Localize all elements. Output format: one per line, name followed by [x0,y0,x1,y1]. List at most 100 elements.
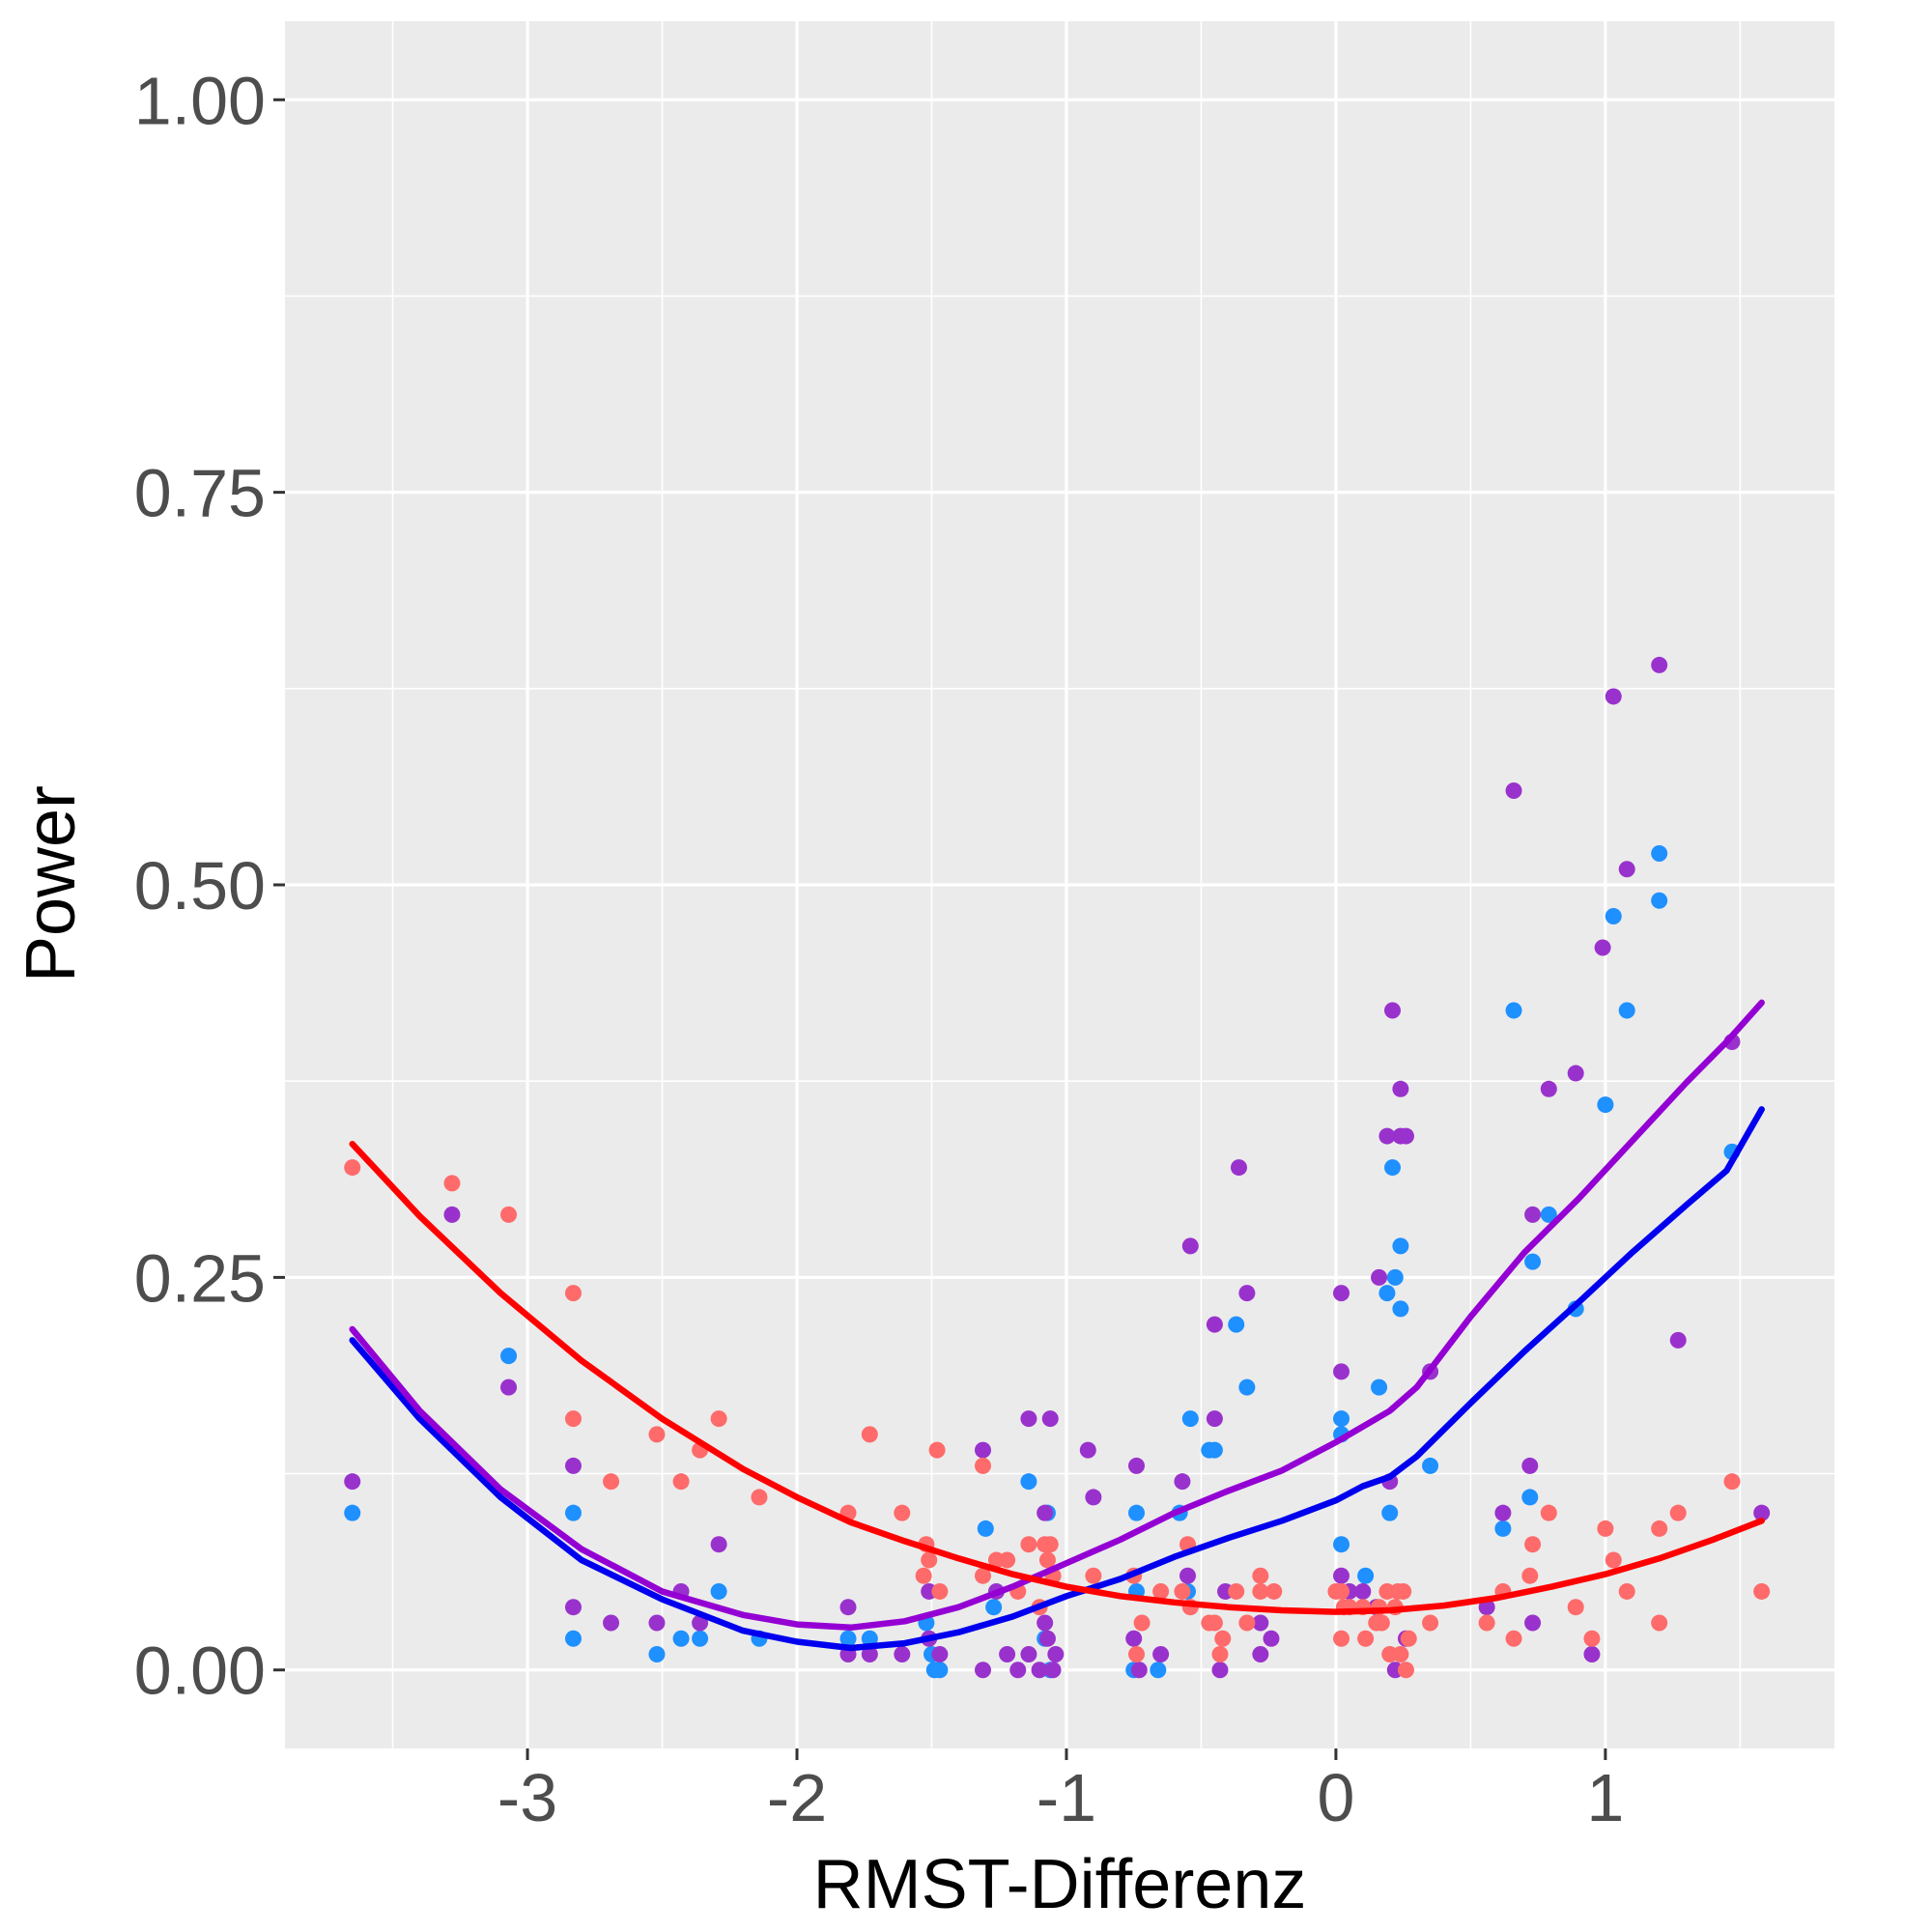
data-point-series-3 [1422,1614,1439,1632]
data-point-series-2 [1130,1662,1148,1679]
data-point-series-3 [710,1410,727,1428]
data-point-series-2 [1384,1002,1402,1019]
data-point-series-3 [1753,1582,1771,1600]
data-point-series-2 [1079,1441,1096,1459]
data-point-series-2 [1181,1237,1199,1255]
data-point-series-3 [1400,1630,1417,1647]
points-layer [344,656,1771,1679]
data-point-series-2 [1206,1316,1223,1333]
data-point-series-2 [861,1645,878,1662]
data-point-series-1 [1386,1268,1404,1286]
data-point-series-2 [1378,1127,1396,1145]
data-point-series-1 [861,1630,878,1647]
data-point-series-3 [1505,1630,1522,1647]
data-point-series-3 [1085,1567,1102,1584]
data-point-series-2 [1505,781,1522,799]
data-point-series-2 [1252,1614,1269,1632]
data-point-series-1 [1494,1520,1512,1537]
data-point-series-2 [1020,1410,1037,1428]
data-point-series-3 [1333,1630,1350,1647]
data-point-series-1 [1505,1002,1522,1019]
data-point-series-2 [1494,1504,1512,1521]
data-point-series-3 [974,1567,991,1584]
data-point-series-3 [1252,1582,1269,1600]
data-point-series-2 [1020,1645,1037,1662]
data-point-series-1 [1597,1096,1614,1114]
data-point-series-1 [344,1504,361,1521]
data-point-series-3 [1206,1614,1223,1632]
data-point-series-3 [1214,1630,1232,1647]
data-point-series-2 [1044,1662,1062,1679]
data-point-series-1 [1128,1504,1146,1521]
data-point-series-1 [1206,1441,1223,1459]
axis-ticks [273,98,1607,1760]
x-tick-label: -1 [1037,1760,1096,1835]
data-point-series-3 [564,1410,582,1428]
data-point-series-2 [1125,1630,1143,1647]
data-point-series-2 [1618,861,1635,878]
data-point-series-2 [1174,1473,1191,1491]
data-point-series-1 [839,1630,857,1647]
data-point-series-2 [564,1599,582,1616]
data-point-series-2 [1206,1410,1223,1428]
data-point-series-2 [931,1645,949,1662]
y-tick-label: 1.00 [134,63,266,138]
data-point-series-2 [1179,1567,1197,1584]
data-point-series-2 [1152,1645,1170,1662]
x-axis-title: RMST-Differenz [813,1846,1307,1923]
data-point-series-1 [1238,1378,1256,1396]
data-point-series-2 [1524,1206,1542,1223]
data-point-series-3 [1524,1536,1542,1553]
data-point-series-3 [915,1567,932,1584]
data-point-series-1 [500,1348,518,1365]
data-point-series-3 [1041,1536,1059,1553]
data-point-series-3 [1238,1614,1256,1632]
data-point-series-2 [1333,1567,1350,1584]
data-point-series-2 [1521,1457,1539,1474]
data-point-series-1 [1150,1662,1167,1679]
data-point-series-2 [1085,1489,1102,1506]
data-point-series-1 [710,1582,727,1600]
data-point-series-3 [1540,1504,1557,1521]
data-point-series-2 [1252,1645,1269,1662]
data-point-series-2 [500,1378,518,1396]
data-point-series-2 [1669,1331,1687,1349]
x-tick-label: -3 [497,1760,557,1835]
data-point-series-2 [839,1599,857,1616]
data-point-series-2 [974,1662,991,1679]
y-tick-label: 0.25 [134,1240,266,1316]
y-tick-label: 0.00 [134,1634,266,1709]
data-point-series-3 [1521,1567,1539,1584]
data-point-series-2 [1047,1645,1065,1662]
data-point-series-3 [1133,1614,1151,1632]
data-point-series-1 [564,1630,582,1647]
data-point-series-2 [1263,1630,1280,1647]
data-point-series-3 [1174,1582,1191,1600]
data-point-series-2 [1567,1065,1584,1082]
data-point-series-3 [1618,1582,1635,1600]
data-point-series-2 [710,1536,727,1553]
data-point-series-3 [999,1551,1016,1569]
x-tick-label: -2 [767,1760,827,1835]
smooth-lines-layer [349,999,1765,1652]
x-tick-label: 1 [1586,1760,1624,1835]
data-point-series-1 [1524,1253,1542,1270]
data-point-series-2 [1009,1662,1027,1679]
grid-major [285,21,1834,1748]
data-point-series-3 [1252,1567,1269,1584]
data-point-series-2 [443,1206,461,1223]
data-point-series-1 [1540,1206,1557,1223]
data-point-series-3 [1567,1599,1584,1616]
y-tick-label: 0.50 [134,848,266,923]
y-tick-label: 0.75 [134,456,266,531]
data-point-series-1 [1618,1002,1635,1019]
data-point-series-3 [1152,1582,1170,1600]
data-point-series-3 [894,1504,911,1521]
data-point-series-3 [751,1489,768,1506]
x-tick-label: 0 [1317,1760,1354,1835]
data-point-series-1 [1181,1410,1199,1428]
data-point-series-3 [1020,1536,1037,1553]
data-point-series-1 [1521,1489,1539,1506]
data-point-series-3 [1395,1582,1412,1600]
